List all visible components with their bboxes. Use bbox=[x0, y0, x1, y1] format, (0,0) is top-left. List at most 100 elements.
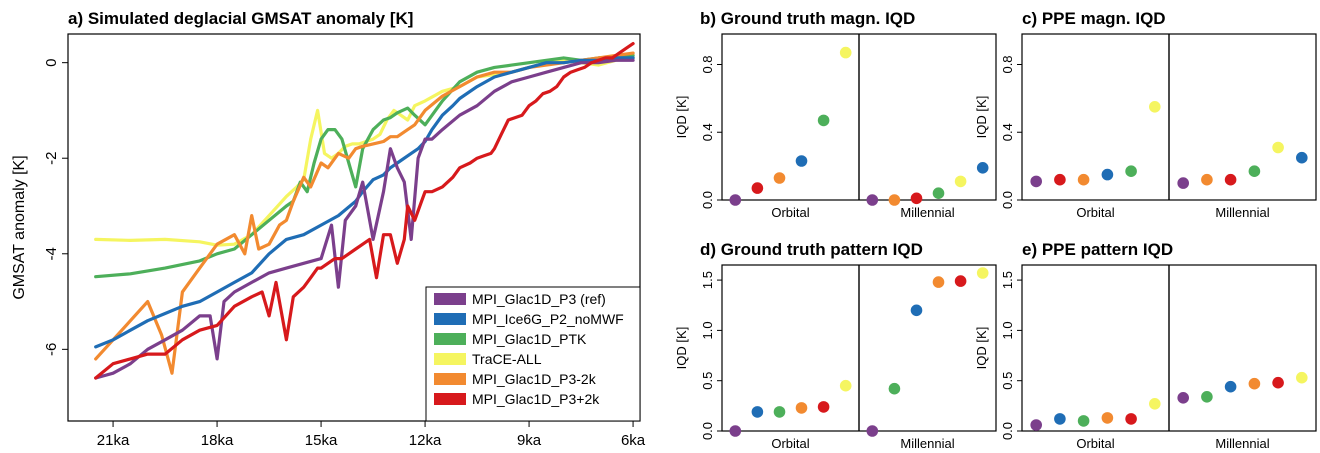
data-point-green bbox=[932, 187, 945, 199]
y-axis-label: IQD [K] bbox=[974, 96, 989, 139]
data-point-purple bbox=[866, 425, 879, 437]
y-tick-label: 0.0 bbox=[1000, 422, 1015, 440]
panel-d: 0.0 0.5 1.0 1.5 IQD [K] Orbital Millennial bbox=[674, 264, 997, 451]
series-line-green bbox=[94, 53, 635, 279]
data-point-orange bbox=[1248, 377, 1261, 390]
data-point-orange bbox=[1101, 412, 1114, 424]
data-point-yellow bbox=[839, 379, 852, 392]
legend-swatch-green bbox=[434, 333, 466, 345]
data-point-orange bbox=[888, 194, 901, 206]
data-point-blue bbox=[795, 155, 808, 167]
data-point-red bbox=[910, 192, 923, 205]
data-point-red bbox=[1125, 413, 1137, 425]
x-tick-label: 6ka bbox=[621, 432, 646, 449]
y-tick-label: -4 bbox=[43, 247, 60, 260]
group-label: Orbital bbox=[771, 436, 809, 451]
y-tick-label: 1.0 bbox=[1000, 321, 1015, 339]
y-tick-label: 0.0 bbox=[700, 422, 715, 440]
data-point-green bbox=[1077, 415, 1090, 427]
y-tick-label: 0.0 bbox=[700, 191, 715, 209]
group-label: Millennial bbox=[1215, 436, 1269, 451]
series-line-purple bbox=[94, 58, 635, 380]
data-point-yellow bbox=[839, 46, 852, 59]
data-point-green bbox=[773, 406, 786, 418]
legend-swatch-orange bbox=[434, 373, 466, 385]
data-point-blue bbox=[910, 304, 923, 317]
data-point-blue bbox=[1054, 413, 1066, 425]
legend-label: MPI_Glac1D_P3-2k bbox=[472, 371, 597, 387]
y-axis-label: GMSAT anomaly [K] bbox=[11, 155, 28, 299]
data-point-purple bbox=[1030, 175, 1042, 188]
group-label: Millennial bbox=[900, 205, 954, 220]
data-point-yellow bbox=[1149, 101, 1161, 113]
data-point-orange bbox=[932, 276, 945, 288]
panel-d-title: d) Ground truth pattern IQD bbox=[700, 240, 923, 259]
y-tick-label: 0.4 bbox=[700, 123, 715, 141]
data-point-blue bbox=[1296, 151, 1308, 164]
legend-swatch-yellow bbox=[434, 353, 466, 365]
data-point-green bbox=[817, 114, 830, 127]
panel-c-title: c) PPE magn. IQD bbox=[1022, 9, 1166, 28]
data-point-orange bbox=[1077, 173, 1090, 186]
y-tick-label: 0.5 bbox=[1000, 372, 1015, 390]
data-point-yellow bbox=[1296, 371, 1308, 384]
legend-label: TraCE-ALL bbox=[472, 351, 542, 367]
data-point-green bbox=[888, 382, 901, 395]
data-point-yellow bbox=[976, 267, 989, 279]
group-label: Orbital bbox=[1076, 205, 1114, 220]
panel-a: 21ka 18ka 15ka 12ka 9ka 6ka 0 -2 -4 -6 GMSAT anoma… bbox=[11, 33, 646, 449]
data-point-red bbox=[1224, 173, 1237, 186]
group-label: Millennial bbox=[1215, 205, 1269, 220]
data-point-green bbox=[1248, 165, 1261, 177]
data-point-red bbox=[954, 275, 967, 287]
data-point-red bbox=[817, 401, 830, 413]
data-point-purple bbox=[1030, 419, 1042, 431]
y-axis-label: IQD [K] bbox=[674, 96, 689, 139]
data-point-blue bbox=[1224, 380, 1237, 393]
y-tick-label: 0.0 bbox=[1000, 191, 1015, 209]
x-tick-label: 21ka bbox=[97, 432, 130, 449]
data-point-purple bbox=[1177, 392, 1189, 404]
data-point-red bbox=[1272, 376, 1284, 389]
data-point-purple bbox=[729, 194, 742, 206]
y-tick-label: 0.8 bbox=[700, 55, 715, 73]
series-line-yellow bbox=[94, 56, 635, 247]
data-point-yellow bbox=[1272, 141, 1284, 154]
panel-a-title: a) Simulated deglacial GMSAT anomaly [K] bbox=[68, 9, 413, 28]
data-point-purple bbox=[1177, 177, 1189, 189]
panel-e-title: e) PPE pattern IQD bbox=[1022, 240, 1173, 259]
data-point-red bbox=[1054, 173, 1066, 186]
data-point-orange bbox=[795, 402, 808, 414]
group-label: Millennial bbox=[900, 436, 954, 451]
legend-label: MPI_Glac1D_P3 (ref) bbox=[472, 291, 606, 307]
legend-swatch-blue bbox=[434, 313, 466, 325]
panel-c: 0.0 0.4 0.8 IQD [K] Orbital Millennial bbox=[974, 33, 1317, 220]
data-point-purple bbox=[866, 194, 879, 206]
x-tick-label: 18ka bbox=[201, 432, 234, 449]
panel-b: 0.0 0.4 0.8 IQD [K] Orbital Millennial bbox=[674, 33, 997, 220]
y-tick-label: 1.0 bbox=[700, 321, 715, 339]
legend-label: MPI_Glac1D_P3+2k bbox=[472, 391, 600, 407]
y-tick-label: -2 bbox=[43, 152, 60, 165]
data-point-blue bbox=[976, 162, 989, 174]
y-axis-label: IQD [K] bbox=[674, 327, 689, 370]
legend-swatch-purple bbox=[434, 293, 466, 305]
legend-label: MPI_Glac1D_PTK bbox=[472, 331, 587, 347]
group-label: Orbital bbox=[1076, 436, 1114, 451]
group-label: Orbital bbox=[771, 205, 809, 220]
y-tick-label: -6 bbox=[43, 343, 60, 356]
data-point-orange bbox=[773, 172, 786, 184]
data-point-orange bbox=[1201, 173, 1213, 186]
y-tick-label: 0 bbox=[43, 58, 60, 66]
x-tick-label: 9ka bbox=[517, 432, 542, 449]
y-tick-label: 0.5 bbox=[700, 372, 715, 390]
data-point-purple bbox=[729, 425, 742, 437]
x-tick-label: 12ka bbox=[409, 432, 442, 449]
data-point-yellow bbox=[954, 175, 967, 188]
y-tick-label: 1.5 bbox=[1000, 271, 1015, 289]
data-point-blue bbox=[751, 406, 764, 418]
legend-swatch-red bbox=[434, 393, 466, 405]
plot-frame bbox=[67, 33, 641, 422]
y-tick-label: 1.5 bbox=[700, 271, 715, 289]
